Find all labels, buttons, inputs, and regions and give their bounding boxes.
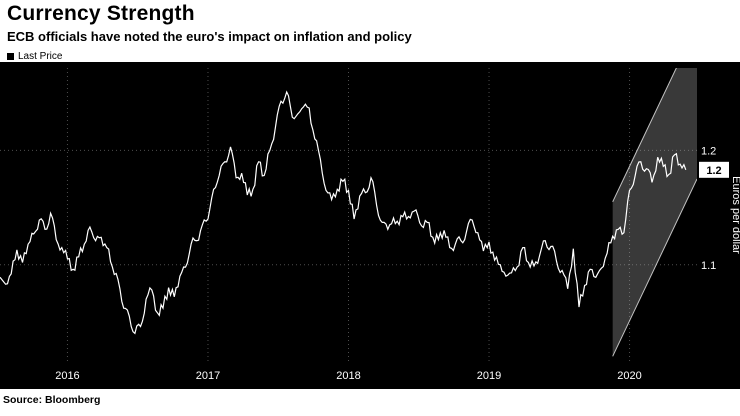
trend-channel-fill bbox=[612, 68, 697, 357]
price-line-chart: 2016 2017 2018 2019 2020 1.1 1.2 1.2 Euros per d… bbox=[0, 68, 740, 382]
legend-square-icon bbox=[7, 53, 14, 60]
x-axis-tick-label: 2020 bbox=[617, 370, 641, 382]
chart-header: Currency Strength ECB officials have not… bbox=[0, 0, 740, 62]
trend-channel-upper-edge bbox=[612, 68, 677, 203]
x-axis-tick-label: 2018 bbox=[336, 370, 360, 382]
y-axis-tick-label: 1.1 bbox=[701, 260, 716, 272]
price-line bbox=[0, 90, 687, 335]
trend-channel-lower-edge bbox=[612, 178, 697, 357]
last-price-badge-value: 1.2 bbox=[706, 165, 721, 177]
x-axis-tick-label: 2019 bbox=[477, 370, 501, 382]
source-label: Source: Bloomberg bbox=[3, 393, 101, 406]
chart-area: 2016 2017 2018 2019 2020 1.1 1.2 1.2 Euros per d… bbox=[0, 62, 740, 389]
x-axis-tick-label: 2017 bbox=[196, 370, 220, 382]
y-axis-tick-label: 1.2 bbox=[701, 145, 716, 157]
chart-legend: Last Price bbox=[7, 51, 732, 62]
last-price-badge bbox=[699, 161, 729, 178]
trend-channel bbox=[612, 68, 697, 357]
chart-subtitle: ECB officials have noted the euro's impa… bbox=[7, 29, 412, 44]
legend-label: Last Price bbox=[18, 51, 63, 62]
x-axis-tick-label: 2016 bbox=[55, 370, 79, 382]
y-axis-title: Euros per dollar bbox=[730, 176, 740, 254]
chart-footer: Source: Bloomberg bbox=[0, 389, 740, 410]
page-title: Currency Strength bbox=[7, 2, 195, 25]
